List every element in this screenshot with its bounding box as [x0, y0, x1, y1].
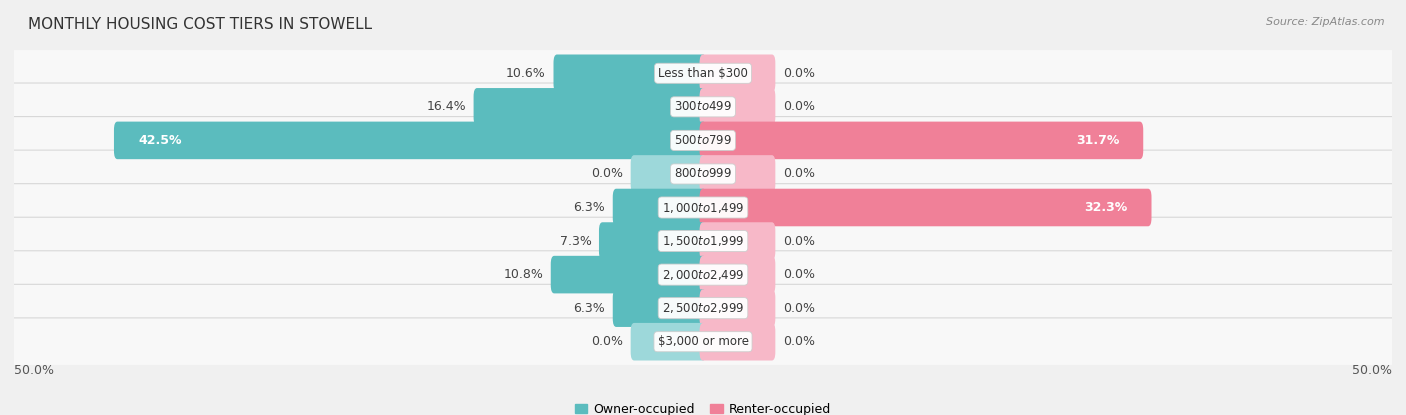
FancyBboxPatch shape: [114, 122, 706, 159]
Text: $1,500 to $1,999: $1,500 to $1,999: [662, 234, 744, 248]
FancyBboxPatch shape: [3, 217, 1403, 265]
FancyBboxPatch shape: [700, 289, 775, 327]
Text: 16.4%: 16.4%: [426, 100, 465, 113]
FancyBboxPatch shape: [700, 222, 775, 260]
Text: 6.3%: 6.3%: [574, 201, 605, 214]
Text: 6.3%: 6.3%: [574, 302, 605, 315]
FancyBboxPatch shape: [631, 323, 706, 361]
Text: 0.0%: 0.0%: [591, 167, 623, 181]
Text: 7.3%: 7.3%: [560, 234, 592, 248]
FancyBboxPatch shape: [700, 122, 1143, 159]
FancyBboxPatch shape: [700, 54, 775, 92]
FancyBboxPatch shape: [613, 189, 706, 226]
Text: 0.0%: 0.0%: [783, 335, 815, 348]
FancyBboxPatch shape: [554, 54, 706, 92]
FancyBboxPatch shape: [700, 88, 775, 126]
FancyBboxPatch shape: [3, 318, 1403, 366]
Text: 50.0%: 50.0%: [14, 364, 53, 377]
Text: $300 to $499: $300 to $499: [673, 100, 733, 113]
FancyBboxPatch shape: [3, 117, 1403, 164]
Text: Less than $300: Less than $300: [658, 67, 748, 80]
FancyBboxPatch shape: [3, 150, 1403, 198]
Text: 0.0%: 0.0%: [783, 167, 815, 181]
Text: 42.5%: 42.5%: [138, 134, 181, 147]
Text: $800 to $999: $800 to $999: [673, 167, 733, 181]
FancyBboxPatch shape: [474, 88, 706, 126]
Text: $2,000 to $2,499: $2,000 to $2,499: [662, 268, 744, 282]
Text: 0.0%: 0.0%: [783, 234, 815, 248]
FancyBboxPatch shape: [700, 155, 775, 193]
FancyBboxPatch shape: [3, 251, 1403, 298]
FancyBboxPatch shape: [700, 189, 1152, 226]
FancyBboxPatch shape: [3, 49, 1403, 97]
FancyBboxPatch shape: [631, 155, 706, 193]
FancyBboxPatch shape: [700, 323, 775, 361]
Text: 50.0%: 50.0%: [1353, 364, 1392, 377]
Text: 0.0%: 0.0%: [783, 268, 815, 281]
Text: 0.0%: 0.0%: [783, 302, 815, 315]
Text: $2,500 to $2,999: $2,500 to $2,999: [662, 301, 744, 315]
Text: 10.6%: 10.6%: [506, 67, 546, 80]
Text: 0.0%: 0.0%: [783, 100, 815, 113]
Text: 31.7%: 31.7%: [1076, 134, 1119, 147]
Text: $500 to $799: $500 to $799: [673, 134, 733, 147]
FancyBboxPatch shape: [599, 222, 706, 260]
FancyBboxPatch shape: [3, 83, 1403, 131]
FancyBboxPatch shape: [700, 256, 775, 293]
Legend: Owner-occupied, Renter-occupied: Owner-occupied, Renter-occupied: [575, 403, 831, 415]
Text: Source: ZipAtlas.com: Source: ZipAtlas.com: [1267, 17, 1385, 27]
Text: MONTHLY HOUSING COST TIERS IN STOWELL: MONTHLY HOUSING COST TIERS IN STOWELL: [28, 17, 373, 32]
Text: 0.0%: 0.0%: [783, 67, 815, 80]
Text: 0.0%: 0.0%: [591, 335, 623, 348]
FancyBboxPatch shape: [613, 289, 706, 327]
Text: $3,000 or more: $3,000 or more: [658, 335, 748, 348]
Text: 10.8%: 10.8%: [503, 268, 543, 281]
Text: 32.3%: 32.3%: [1084, 201, 1128, 214]
Text: $1,000 to $1,499: $1,000 to $1,499: [662, 200, 744, 215]
FancyBboxPatch shape: [3, 284, 1403, 332]
FancyBboxPatch shape: [551, 256, 706, 293]
FancyBboxPatch shape: [3, 184, 1403, 231]
